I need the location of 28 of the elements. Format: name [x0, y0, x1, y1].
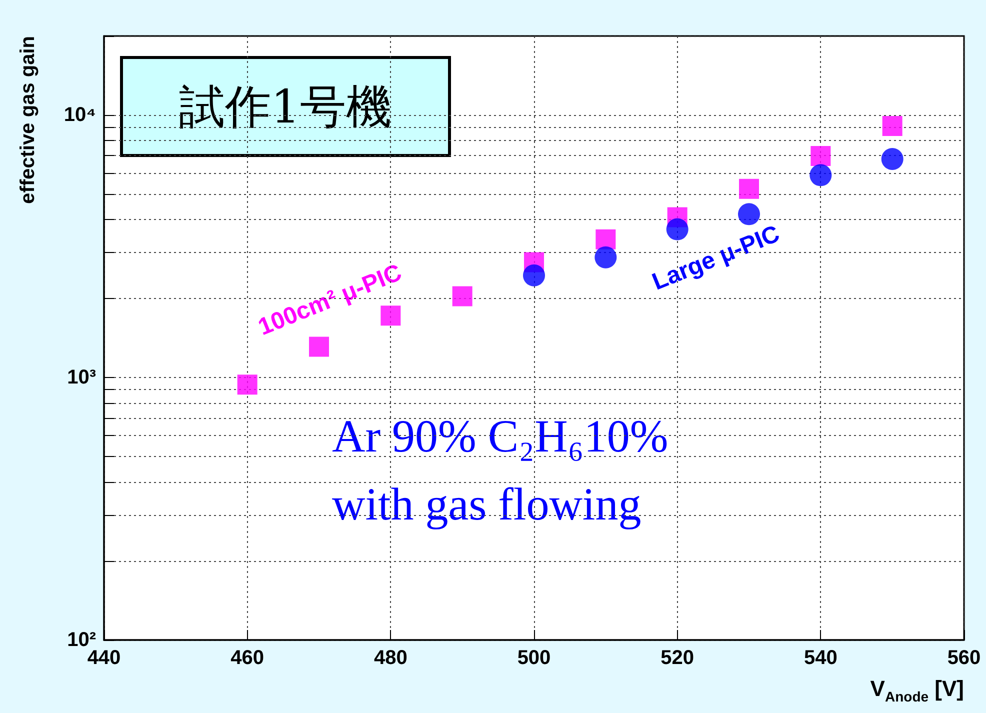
- x-tick-label: 520: [660, 647, 694, 669]
- annotation: with gas flowing: [332, 478, 642, 530]
- point: [523, 264, 545, 286]
- point: [810, 146, 831, 166]
- point: [739, 178, 759, 199]
- text: 試作1号機: [178, 80, 392, 134]
- text: Large μ-PIC: [648, 220, 784, 296]
- point: [881, 148, 904, 170]
- x-tick-label: 500: [517, 647, 551, 669]
- point: [237, 374, 258, 395]
- point: [882, 116, 902, 136]
- x-axis-title: V$_{Anode}$ [V]: [870, 676, 964, 704]
- y-axis-title: effective gas gain: [17, 36, 39, 204]
- point: [380, 306, 401, 326]
- y-tick-label: 10⁴: [64, 104, 96, 126]
- point: [596, 229, 616, 250]
- point: [738, 203, 760, 226]
- point: [452, 286, 472, 306]
- annotation: Ar 90% C₂H₆10%: [332, 410, 668, 462]
- x-tick-label: 560: [947, 647, 981, 669]
- x-tick-label: 460: [230, 647, 264, 669]
- point: [666, 218, 688, 240]
- point: [810, 164, 832, 186]
- point: [309, 336, 329, 357]
- x-tick-label: 540: [804, 647, 838, 669]
- y-tick-label: 10³: [67, 366, 96, 389]
- x-tick-label: 480: [374, 647, 408, 669]
- point: [594, 246, 617, 268]
